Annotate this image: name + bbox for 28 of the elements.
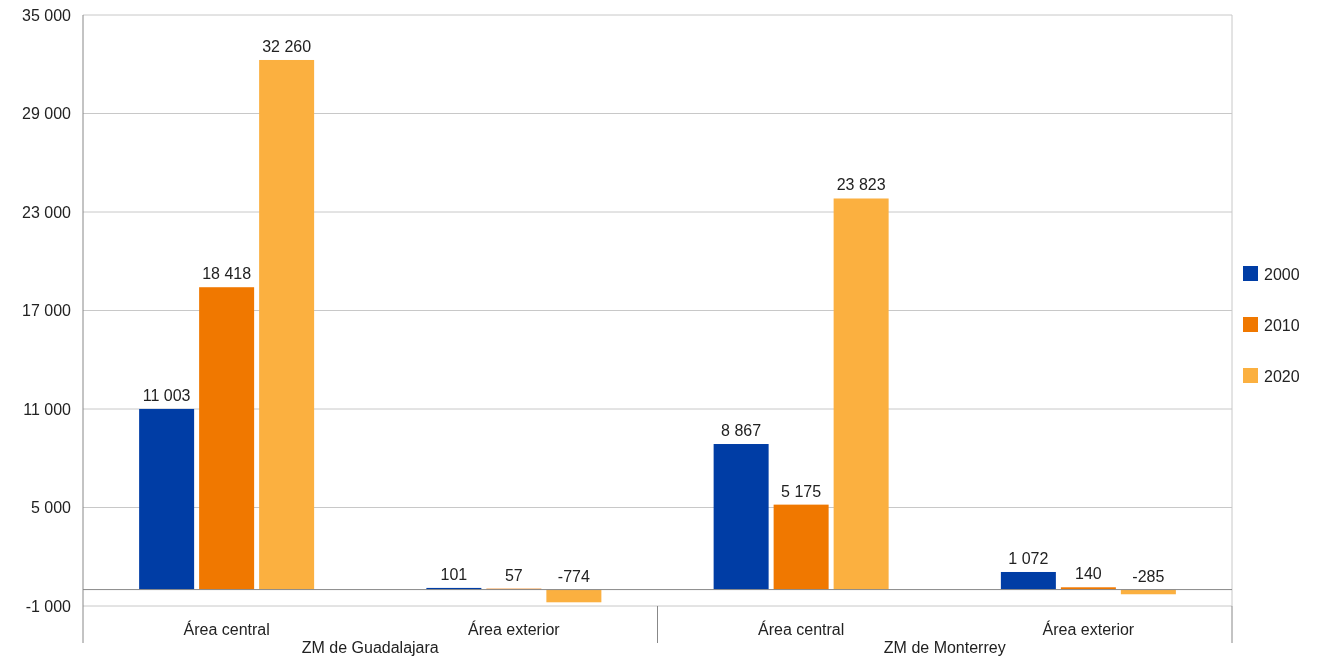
text: ZM de Guadalajara <box>301 639 439 656</box>
data-label: -285 <box>1132 567 1165 585</box>
data-label: 1 072 <box>1008 549 1049 567</box>
data-label: 11 003 <box>142 386 191 404</box>
data-label: 32 260 <box>262 37 312 55</box>
y-tick-label: 5 000 <box>30 499 72 517</box>
y-tick-label: -1 000 <box>25 597 72 615</box>
y-tick-label: 35 000 <box>22 6 72 24</box>
x-tick-label: Área exterior <box>1042 620 1135 638</box>
data-label: 8 867 <box>721 422 762 440</box>
data-label: 57 <box>504 566 523 584</box>
legend-label: 2000 <box>1264 265 1300 283</box>
legend-label: 2010 <box>1264 316 1300 334</box>
y-tick-label: 17 000 <box>22 302 72 320</box>
x-tick-label: Área central <box>183 620 270 638</box>
y-tick-label: 23 000 <box>22 203 72 221</box>
data-label: 5 175 <box>781 482 822 500</box>
data-label: 140 <box>1075 565 1102 583</box>
data-label: 18 418 <box>202 265 252 283</box>
legend-label: 2020 <box>1264 367 1300 385</box>
x-tick-label: Área exterior <box>468 620 561 638</box>
text: ZM de Monterrey <box>883 639 1006 656</box>
y-tick-label: 11 000 <box>23 400 72 418</box>
data-label: 101 <box>440 565 468 583</box>
x-tick-label: Área central <box>757 620 845 638</box>
y-tick-label: 29 000 <box>22 105 72 123</box>
data-label: 23 823 <box>836 176 886 194</box>
data-label: -774 <box>557 567 590 585</box>
